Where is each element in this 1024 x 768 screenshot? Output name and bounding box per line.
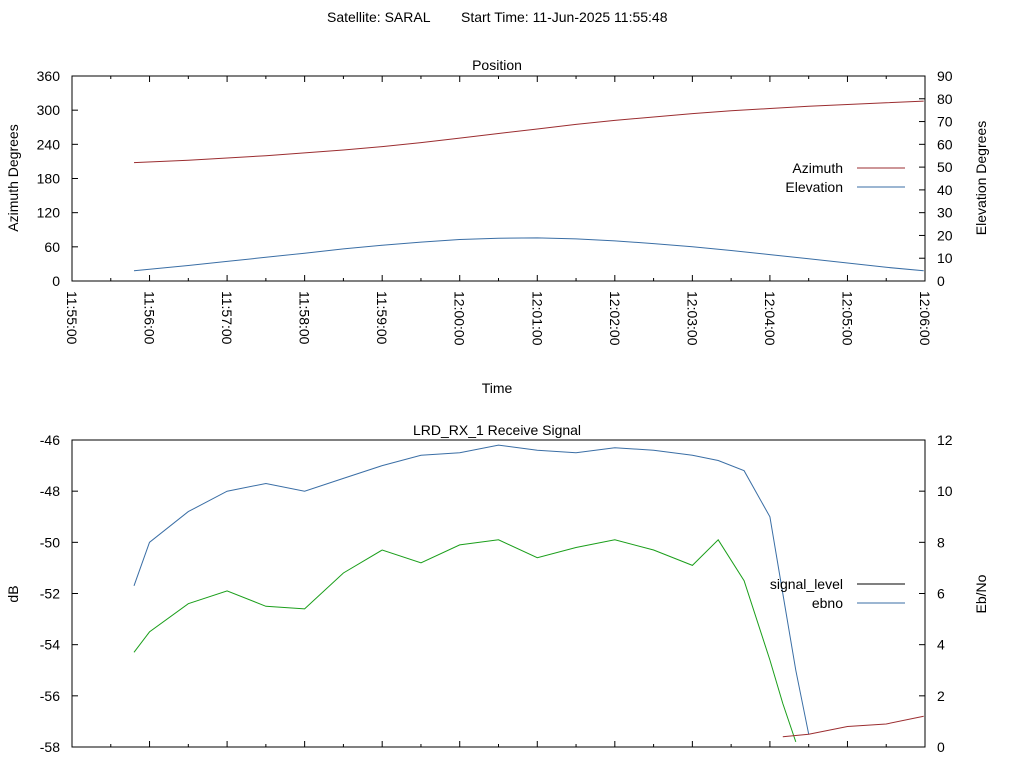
x-tick-label: 11:59:00	[374, 291, 390, 345]
receive-signal-title: LRD_RX_1 Receive Signal	[413, 422, 581, 438]
y-tick-label: -58	[40, 739, 60, 755]
y2-tick-label: 8	[937, 534, 945, 550]
y2-tick-label: 70	[937, 114, 953, 130]
x-tick-label: 12:01:00	[529, 291, 545, 346]
azimuth-line	[133, 100, 924, 164]
signal-level-red-line	[782, 715, 924, 738]
x-tick-label: 11:57:00	[219, 291, 235, 345]
position-x-ticks: 11:55:00 11:56:00 11:57:00 11:58:00 11:59:00…	[64, 76, 933, 346]
receive-signal-series	[133, 444, 924, 743]
position-title: Position	[472, 57, 522, 73]
y2-tick-label: 10	[937, 483, 953, 499]
ebno-line	[133, 444, 810, 735]
x-tick-label: 12:02:00	[607, 291, 623, 346]
position-y2-ticks: 0 10 20 30 40 50 60 70 80 90	[919, 68, 953, 289]
position-y-ticks: 0 60 120 180 240 300 360	[37, 68, 78, 289]
x-tick-label: 12:05:00	[839, 291, 855, 346]
x-tick-label: 12:00:00	[452, 291, 468, 346]
elevation-line	[133, 237, 924, 272]
y-tick-label: -52	[40, 586, 60, 602]
legend-label: ebno	[812, 595, 843, 611]
receive-signal-y2label: Eb/No	[973, 574, 989, 613]
start-time-label: Start Time: 11-Jun-2025 11:55:48	[461, 9, 668, 25]
satellite-label: Satellite: SARAL	[327, 9, 431, 25]
y2-tick-label: 0	[937, 739, 945, 755]
y-tick-label: -46	[40, 432, 60, 448]
y2-tick-label: 80	[937, 91, 953, 107]
y-tick-label: 360	[37, 68, 61, 84]
y2-tick-label: 40	[937, 182, 953, 198]
y-tick-label: 300	[37, 102, 61, 118]
y2-tick-label: 4	[937, 637, 945, 653]
y-tick-label: -54	[40, 637, 60, 653]
y-tick-label: 180	[37, 171, 61, 187]
position-legend: Azimuth Elevation	[785, 160, 905, 195]
y2-tick-label: 30	[937, 205, 953, 221]
y2-tick-label: 50	[937, 159, 953, 175]
legend-label: Azimuth	[792, 160, 843, 176]
receive-signal-chart: LRD_RX_1 Receive Signal dB Eb/No -58-56-…	[5, 422, 989, 755]
position-chart: Position Azimuth Degrees Elevation Degre…	[5, 57, 989, 396]
y2-tick-label: 60	[937, 136, 953, 152]
x-tick-label: 11:56:00	[142, 291, 158, 345]
y-tick-label: -56	[40, 688, 60, 704]
y2-tick-label: 10	[937, 250, 953, 266]
legend-label: signal_level	[770, 576, 843, 592]
receive-signal-y-ticks: -58 -56 -54 -52 -50 -48 -46	[40, 432, 78, 755]
y-tick-label: 0	[52, 273, 60, 289]
receive-signal-y2-ticks: 0 2 4 6 8 10 12	[919, 432, 953, 755]
y2-tick-label: 2	[937, 688, 945, 704]
signal-level-green-line	[133, 539, 797, 743]
y-tick-label: 240	[37, 136, 61, 152]
y2-tick-label: 90	[937, 68, 953, 84]
position-y2label: Elevation Degrees	[973, 121, 989, 235]
y-tick-label: 120	[37, 205, 61, 221]
receive-signal-plot-frame	[71, 439, 926, 748]
receive-signal-ylabel: dB	[5, 585, 21, 602]
y-tick-label: -50	[40, 534, 60, 550]
x-tick-label: 12:04:00	[762, 291, 778, 346]
x-tick-label: 12:03:00	[684, 291, 700, 346]
y2-tick-label: 0	[937, 273, 945, 289]
legend-label: Elevation	[785, 179, 843, 195]
y-tick-label: 60	[44, 239, 60, 255]
y2-tick-label: 6	[937, 586, 945, 602]
position-series	[133, 100, 924, 272]
x-tick-label: 11:55:00	[64, 291, 80, 345]
x-tick-label: 11:58:00	[297, 291, 313, 345]
position-ylabel: Azimuth Degrees	[5, 124, 21, 231]
y-tick-label: -48	[40, 483, 60, 499]
receive-signal-x-ticks	[110, 741, 887, 747]
y2-tick-label: 12	[937, 432, 953, 448]
y2-tick-label: 20	[937, 227, 953, 243]
position-xlabel: Time	[482, 380, 513, 396]
x-tick-label: 12:06:00	[917, 291, 933, 346]
